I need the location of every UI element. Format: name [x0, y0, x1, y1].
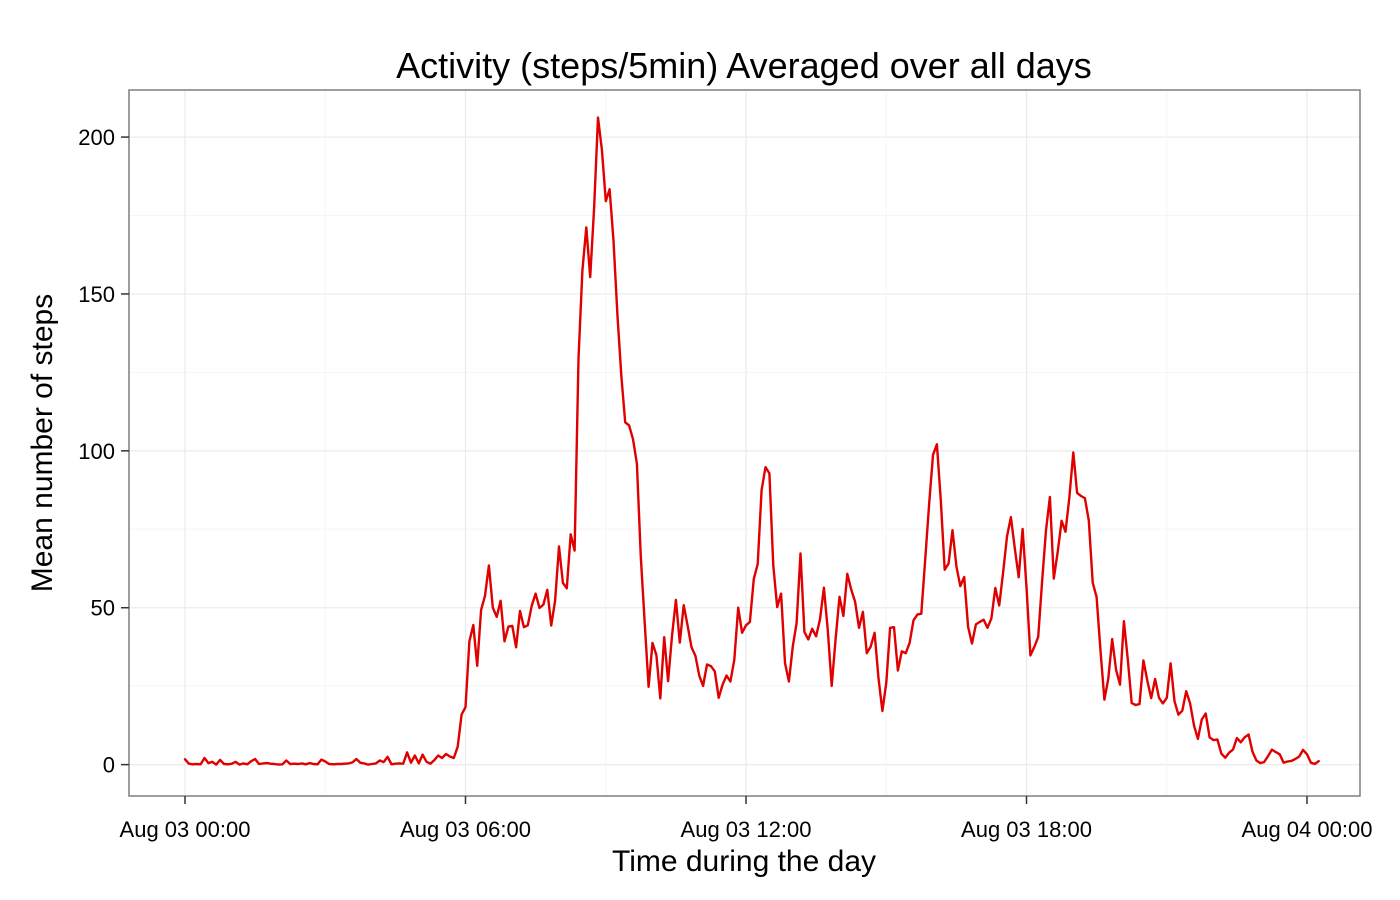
y-tick-label: 50 — [91, 596, 115, 621]
series-layer — [183, 116, 1320, 766]
x-axis: Aug 03 00:00 Aug 03 06:00 Aug 03 12:00 Aug … — [120, 796, 1373, 842]
x-tick-label: Aug 03 18:00 — [961, 817, 1092, 842]
x-tick-label: Aug 04 00:00 — [1242, 817, 1373, 842]
series-line — [183, 116, 1320, 766]
y-tick-label: 100 — [78, 439, 115, 464]
y-tick-label: 0 — [103, 753, 115, 778]
x-axis-title: Time during the day — [612, 845, 876, 878]
chart-title: Activity (steps/5min) Averaged over all … — [396, 45, 1092, 86]
x-tick-label: Aug 03 12:00 — [681, 817, 812, 842]
y-tick-label: 150 — [78, 282, 115, 307]
x-tick-label: Aug 03 06:00 — [400, 817, 531, 842]
x-tick-label: Aug 03 00:00 — [120, 817, 251, 842]
y-tick-label: 200 — [78, 125, 115, 150]
y-axis-title: Mean number of steps — [26, 294, 59, 593]
grid — [129, 90, 1360, 796]
plot-panel-border — [128, 89, 1361, 797]
y-axis: 0 50 100 150 200 — [78, 125, 129, 778]
